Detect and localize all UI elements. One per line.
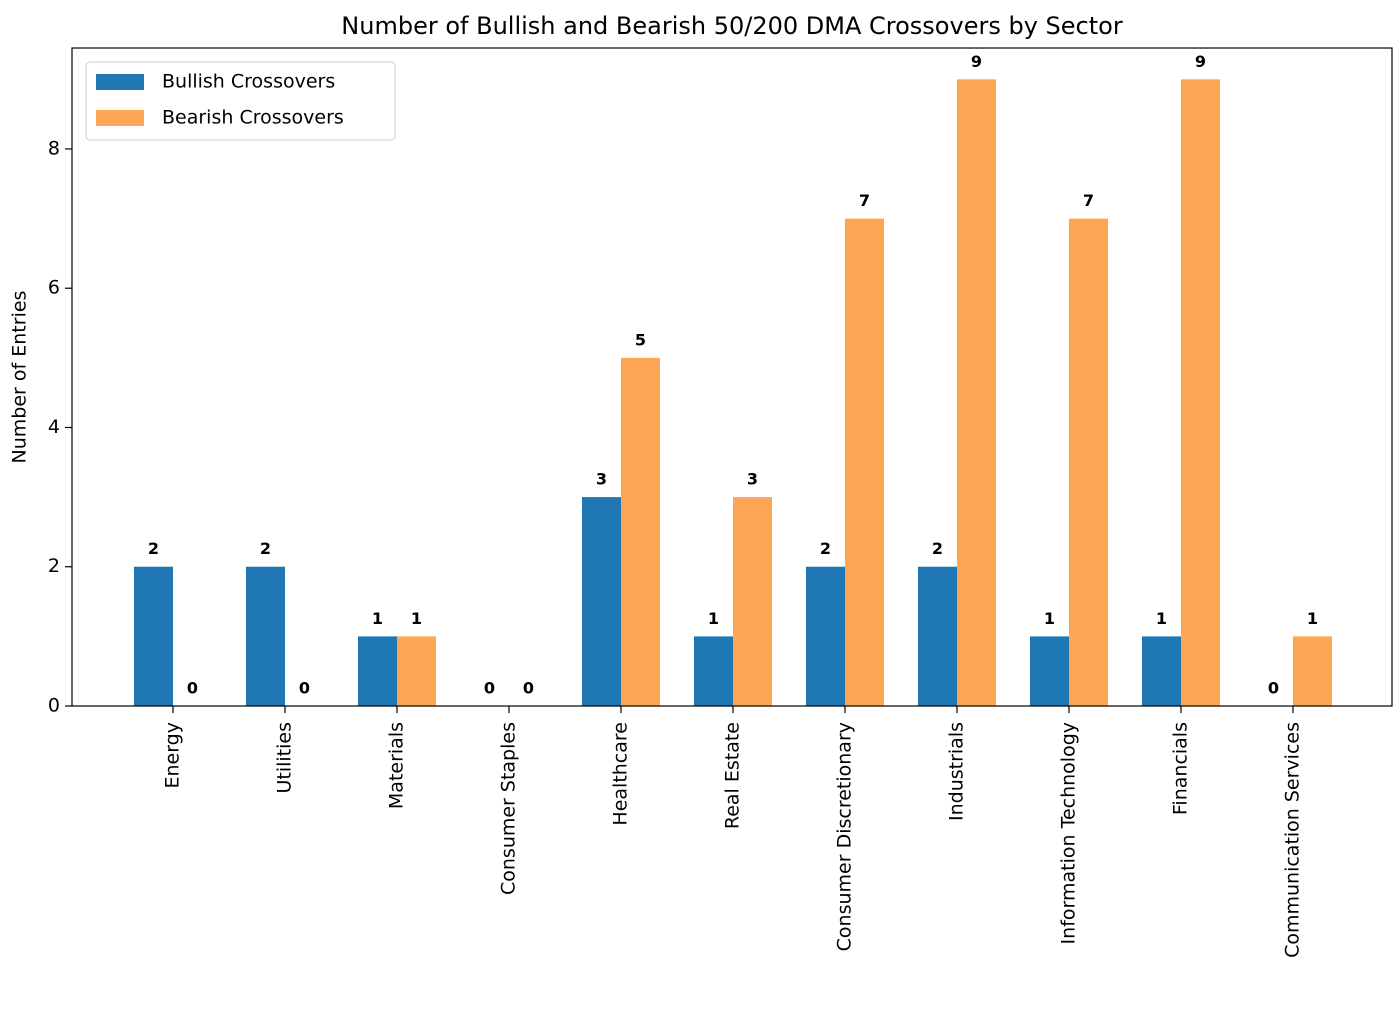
x-tick-label: Utilities bbox=[274, 722, 296, 794]
value-label: 1 bbox=[411, 609, 422, 628]
value-label: 1 bbox=[1156, 609, 1167, 628]
value-label: 2 bbox=[260, 539, 271, 558]
value-label: 2 bbox=[148, 539, 159, 558]
bar bbox=[1181, 79, 1220, 707]
bar bbox=[621, 357, 660, 706]
bar bbox=[1030, 636, 1069, 706]
value-label: 1 bbox=[1044, 609, 1055, 628]
value-label: 9 bbox=[971, 52, 982, 71]
value-label: 0 bbox=[299, 679, 310, 698]
x-tick-label: Healthcare bbox=[610, 722, 632, 826]
y-tick-label: 0 bbox=[48, 695, 60, 717]
legend-label: Bearish Crossovers bbox=[162, 107, 344, 129]
x-tick-label: Energy bbox=[162, 722, 184, 789]
bar bbox=[397, 636, 436, 706]
bar bbox=[582, 497, 621, 706]
x-tick-label: Industrials bbox=[946, 722, 968, 821]
bar bbox=[733, 497, 772, 706]
legend-label: Bullish Crossovers bbox=[162, 71, 335, 93]
value-label: 2 bbox=[820, 539, 831, 558]
bar bbox=[694, 636, 733, 706]
bar bbox=[1142, 636, 1181, 706]
bar bbox=[358, 636, 397, 706]
bar bbox=[246, 566, 285, 706]
chart-title: Number of Bullish and Bearish 50/200 DMA… bbox=[341, 12, 1123, 40]
value-label: 3 bbox=[596, 470, 607, 489]
value-label: 1 bbox=[1307, 609, 1318, 628]
x-tick-label: Materials bbox=[386, 722, 408, 809]
x-tick-label: Information Technology bbox=[1058, 722, 1080, 944]
legend-swatch bbox=[96, 110, 144, 126]
value-label: 1 bbox=[708, 609, 719, 628]
bar bbox=[1069, 218, 1108, 706]
y-tick-label: 2 bbox=[48, 555, 60, 577]
value-label: 2 bbox=[932, 539, 943, 558]
value-label: 7 bbox=[859, 191, 870, 210]
y-axis-label: Number of Entries bbox=[9, 291, 31, 464]
value-label: 0 bbox=[523, 679, 534, 698]
bar bbox=[134, 566, 173, 706]
plot-frame bbox=[71, 47, 1393, 707]
bar bbox=[957, 79, 996, 707]
value-label: 7 bbox=[1083, 191, 1094, 210]
x-tick-label: Financials bbox=[1170, 722, 1192, 815]
legend-swatch bbox=[96, 74, 144, 90]
y-tick-label: 6 bbox=[48, 277, 60, 299]
value-label: 9 bbox=[1195, 52, 1206, 71]
value-label: 0 bbox=[484, 679, 495, 698]
bar bbox=[845, 218, 884, 706]
bar bbox=[1293, 636, 1332, 706]
legend-box bbox=[85, 61, 396, 141]
y-tick-label: 4 bbox=[48, 416, 60, 438]
x-tick-label: Real Estate bbox=[722, 722, 744, 829]
value-label: 0 bbox=[1268, 679, 1279, 698]
bar bbox=[806, 566, 845, 706]
x-tick-label: Consumer Discretionary bbox=[834, 722, 856, 951]
bar bbox=[918, 566, 957, 706]
value-label: 0 bbox=[187, 679, 198, 698]
x-tick-label: Consumer Staples bbox=[498, 722, 520, 895]
value-label: 5 bbox=[635, 330, 646, 349]
value-label: 1 bbox=[372, 609, 383, 628]
x-tick-label: Communication Services bbox=[1282, 722, 1304, 958]
value-label: 3 bbox=[747, 470, 758, 489]
y-tick-label: 8 bbox=[48, 137, 60, 159]
